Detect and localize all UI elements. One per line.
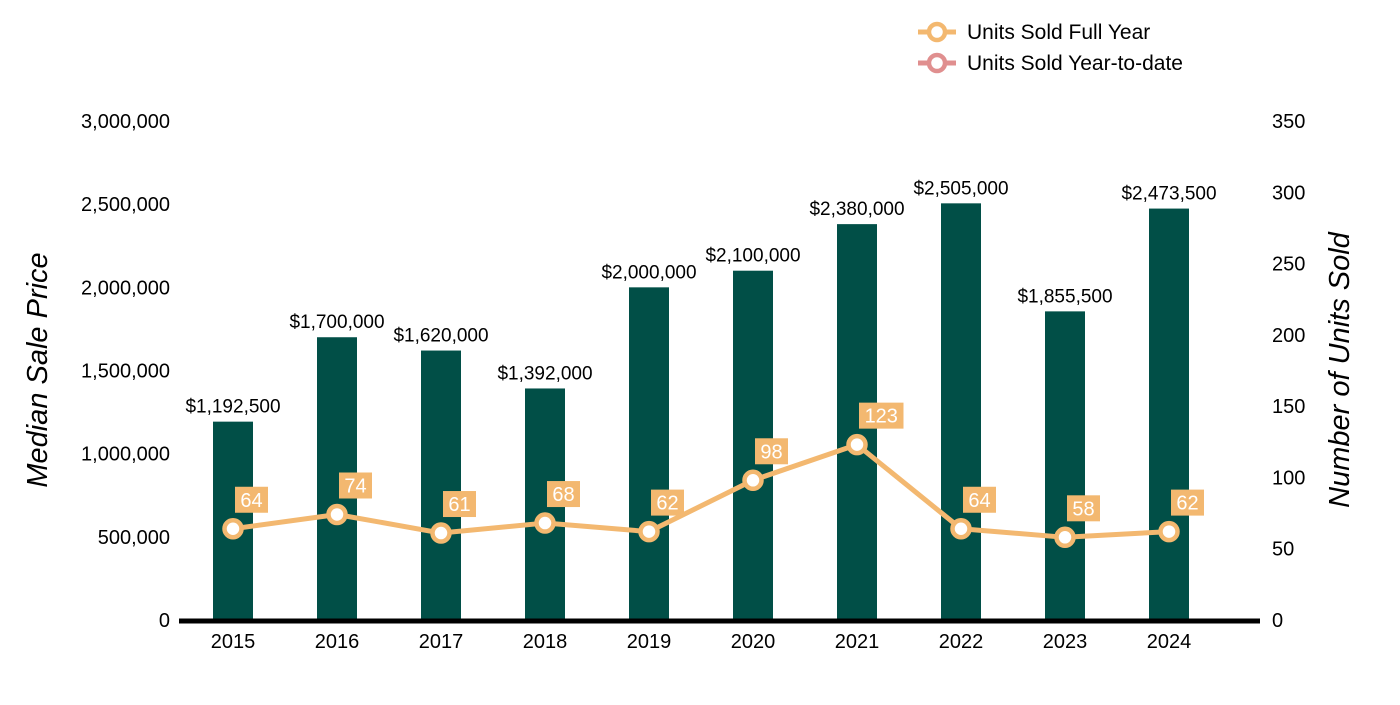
x-tick-label-2021: 2021 xyxy=(835,631,880,653)
line-layer xyxy=(222,433,1180,549)
y-tick-label: 2,000,000 xyxy=(81,277,170,299)
point-label-box-2016 xyxy=(339,472,372,499)
bars-layer xyxy=(213,203,1189,621)
point-label-box-2020 xyxy=(755,438,788,465)
units-sold-line xyxy=(232,442,1170,540)
x-tick-label-2017: 2017 xyxy=(419,631,464,653)
bar-2017 xyxy=(421,350,461,620)
point-label-box-2017 xyxy=(443,491,476,518)
units-sold-point-2019 xyxy=(638,520,660,543)
point-labels-layer: 64 74 61 68 62 98 123 64 58 62 xyxy=(235,402,1204,522)
point-label-2017: 61 xyxy=(448,494,470,516)
bar-2023 xyxy=(1045,311,1085,620)
bar-label-2020: $2,100,000 xyxy=(705,246,800,267)
legend-swatch-marker xyxy=(926,21,948,43)
point-label-2024: 62 xyxy=(1176,493,1198,515)
y2-tick-label: 50 xyxy=(1272,539,1294,561)
x-tick-label-2024: 2024 xyxy=(1147,631,1192,653)
x-tick-label-2022: 2022 xyxy=(939,631,984,653)
point-label-2019: 62 xyxy=(656,493,678,515)
point-label-box-2019 xyxy=(651,489,684,516)
point-label-box-2024 xyxy=(1171,489,1204,516)
bar-label-2021: $2,380,000 xyxy=(809,199,904,220)
point-label-2018: 68 xyxy=(552,484,574,506)
y2-tick-label: 150 xyxy=(1272,396,1305,418)
y-tick-label: 1,000,000 xyxy=(81,444,170,466)
y2-tick-label: 100 xyxy=(1272,467,1305,489)
axis-layer: 2015 2016 2017 2018 2019 2020 2021 2022 2023 2024… xyxy=(81,111,1305,653)
legend-swatch-marker xyxy=(926,52,948,74)
point-label-2022: 64 xyxy=(968,490,990,512)
units-sold-point-2022 xyxy=(950,518,972,540)
bar-2019 xyxy=(629,287,669,620)
units-sold-point-2018 xyxy=(534,512,556,534)
bar-label-2024: $2,473,500 xyxy=(1121,184,1216,205)
legend: Units Sold Full Year Units Sold Year-to-d… xyxy=(918,21,1183,75)
y-tick-label: 1,500,000 xyxy=(81,361,170,383)
point-label-2023: 58 xyxy=(1072,498,1094,520)
units-sold-point-2016 xyxy=(326,503,348,526)
bar-label-2019: $2,000,000 xyxy=(601,262,696,283)
y-tick-label: 3,000,000 xyxy=(81,111,170,133)
y-tick-label: 500,000 xyxy=(98,527,170,549)
bar-label-2017: $1,620,000 xyxy=(393,326,488,347)
y2-tick-label: 200 xyxy=(1272,325,1305,347)
units-sold-point-2015 xyxy=(222,518,244,540)
bar-label-2016: $1,700,000 xyxy=(289,312,384,333)
bar-label-2015: $1,192,500 xyxy=(185,397,280,418)
y2-tick-label: 0 xyxy=(1272,610,1283,632)
point-label-2016: 74 xyxy=(344,475,366,497)
point-label-box-2015 xyxy=(235,486,268,513)
point-label-box-2021 xyxy=(859,402,904,429)
x-tick-label-2019: 2019 xyxy=(627,631,672,653)
y-tick-label: 2,500,000 xyxy=(81,194,170,216)
legend-label: Units Sold Year-to-date xyxy=(967,52,1183,75)
x-tick-label-2016: 2016 xyxy=(315,631,360,653)
x-tick-label-2020: 2020 xyxy=(731,631,776,653)
units-sold-point-2017 xyxy=(430,522,452,544)
bar-label-2023: $1,855,500 xyxy=(1017,286,1112,307)
bar-2024 xyxy=(1149,208,1189,620)
point-label-2021: 123 xyxy=(865,406,898,428)
y2-axis-title: Number of Units Sold xyxy=(1324,231,1356,507)
point-label-2020: 98 xyxy=(760,441,782,463)
y2-tick-label: 350 xyxy=(1272,111,1305,133)
point-label-box-2023 xyxy=(1067,495,1100,522)
bar-2022 xyxy=(941,203,981,620)
legend-label: Units Sold Full Year xyxy=(967,21,1150,44)
y-tick-label: 0 xyxy=(159,610,170,632)
y-axis-title: Median Sale Price xyxy=(22,252,54,487)
units-sold-point-2023 xyxy=(1054,526,1076,549)
point-label-2015: 64 xyxy=(240,490,262,512)
units-sold-point-2021 xyxy=(846,433,868,456)
point-label-box-2022 xyxy=(963,486,996,513)
bar-label-2022: $2,505,000 xyxy=(913,178,1008,199)
units-sold-point-2020 xyxy=(742,469,764,492)
x-tick-label-2023: 2023 xyxy=(1043,631,1088,653)
point-label-box-2018 xyxy=(547,481,580,508)
y2-tick-label: 300 xyxy=(1272,182,1305,204)
x-tick-label-2018: 2018 xyxy=(523,631,568,653)
x-tick-label-2015: 2015 xyxy=(211,631,256,653)
y2-tick-label: 250 xyxy=(1272,254,1305,276)
bar-label-2018: $1,392,000 xyxy=(497,363,592,384)
bar-labels-layer: $1,192,500 $1,700,000 $1,620,000 $1,392,000… xyxy=(185,178,1216,417)
units-sold-point-2024 xyxy=(1158,520,1180,543)
